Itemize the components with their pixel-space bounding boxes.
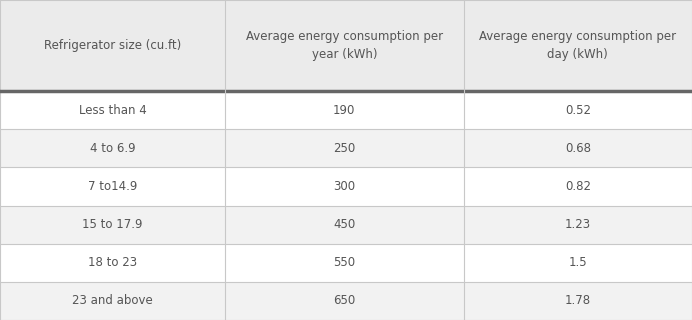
Bar [225,205,464,244]
Text: 0.52: 0.52 [565,104,591,117]
Text: Average energy consumption per
year (kWh): Average energy consumption per year (kWh… [246,30,443,61]
Bar [0,91,225,129]
Bar [464,129,692,167]
Bar [0,244,225,282]
Bar [0,0,225,91]
Bar [225,167,464,205]
Bar [464,205,692,244]
Bar [464,167,692,205]
Text: 250: 250 [333,142,356,155]
Text: 4 to 6.9: 4 to 6.9 [90,142,135,155]
Text: Less than 4: Less than 4 [79,104,146,117]
Text: 15 to 17.9: 15 to 17.9 [82,218,143,231]
Bar [225,0,464,91]
Text: Refrigerator size (cu.ft): Refrigerator size (cu.ft) [44,39,181,52]
Bar [464,282,692,320]
Text: 0.68: 0.68 [565,142,591,155]
Text: 1.78: 1.78 [565,294,591,308]
Text: 1.23: 1.23 [565,218,591,231]
Bar [0,205,225,244]
Bar [0,282,225,320]
Text: 18 to 23: 18 to 23 [88,256,137,269]
Text: 300: 300 [334,180,355,193]
Bar [464,91,692,129]
Text: 190: 190 [333,104,356,117]
Bar [225,91,464,129]
Bar [464,244,692,282]
Bar [225,244,464,282]
Text: 550: 550 [334,256,355,269]
Text: 0.82: 0.82 [565,180,591,193]
Bar [0,129,225,167]
Text: Average energy consumption per
day (kWh): Average energy consumption per day (kWh) [480,30,676,61]
Bar [0,167,225,205]
Text: 650: 650 [333,294,356,308]
Text: 450: 450 [333,218,356,231]
Text: 1.5: 1.5 [569,256,587,269]
Text: 23 and above: 23 and above [72,294,153,308]
Bar [225,282,464,320]
Bar [464,0,692,91]
Bar [225,129,464,167]
Text: 7 to14.9: 7 to14.9 [88,180,137,193]
